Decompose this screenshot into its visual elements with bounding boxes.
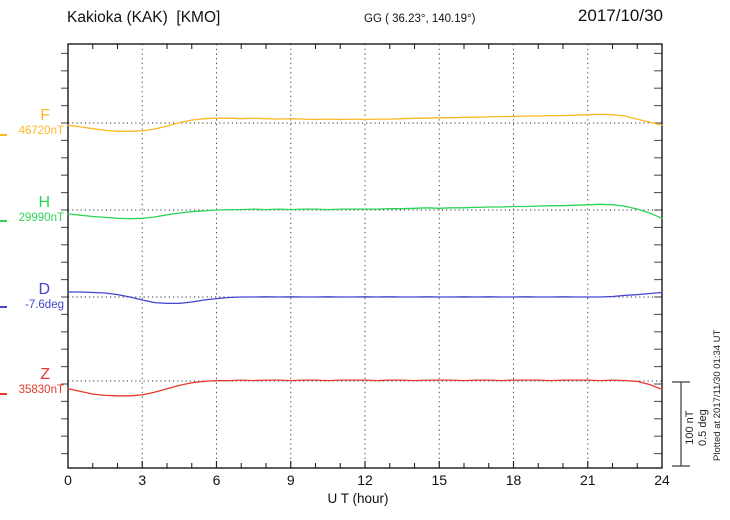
- series-baseline-Z: 35830nT: [18, 384, 64, 396]
- series-label-H: H 29990nT: [2, 194, 64, 225]
- x-tick-label: 9: [286, 472, 295, 488]
- plotted-at-note: Plotted at 2017/11/30 01:34 UT: [712, 329, 723, 461]
- x-tick-label: 3: [138, 472, 147, 488]
- series-label-D: D -7.6deg: [2, 281, 64, 312]
- station-title: Kakioka (KAK) [KMO]: [67, 9, 221, 26]
- trace-Z: [67, 379, 663, 397]
- scale-deg-label: 0.5 deg: [697, 409, 709, 446]
- trace-F: [67, 113, 663, 132]
- series-label-F: F 46720nT: [2, 107, 64, 138]
- coordinates-label: GG ( 36.23°, 140.19°): [364, 13, 476, 25]
- series-baseline-F: 46720nT: [18, 125, 64, 137]
- scale-bar-label: 100 nT 0.5 deg: [684, 409, 710, 446]
- scale-nt-label: 100 nT: [684, 410, 696, 445]
- baseline-marker-H: [0, 220, 7, 222]
- trace-H: [67, 203, 663, 220]
- series-letter-F: F: [40, 107, 50, 124]
- x-tick-label: 12: [357, 472, 373, 488]
- x-tick-label: 15: [431, 472, 448, 488]
- x-axis-title: U T (hour): [327, 491, 389, 506]
- series-label-Z: Z 35830nT: [2, 366, 64, 397]
- series-baseline-D: -7.6deg: [24, 299, 64, 311]
- baseline-marker-D: [0, 306, 7, 308]
- x-tick-label: 24: [654, 472, 670, 488]
- x-tick-label: 0: [64, 472, 72, 488]
- series-letter-H: H: [38, 194, 50, 211]
- date-label: 2017/10/30: [577, 6, 663, 25]
- series-letter-D: D: [38, 281, 50, 298]
- baseline-marker-Z: [0, 393, 7, 395]
- x-tick-label: 21: [579, 472, 596, 488]
- x-tick-label: 6: [212, 472, 221, 488]
- baseline-marker-F: [0, 134, 7, 136]
- series-letter-Z: Z: [40, 366, 50, 383]
- trace-D: [67, 291, 663, 305]
- x-axis-tick-labels: 0 3 6 9 12 15 18 21 24: [0, 472, 730, 492]
- x-tick-label: 18: [505, 472, 522, 488]
- series-baseline-H: 29990nT: [18, 212, 64, 224]
